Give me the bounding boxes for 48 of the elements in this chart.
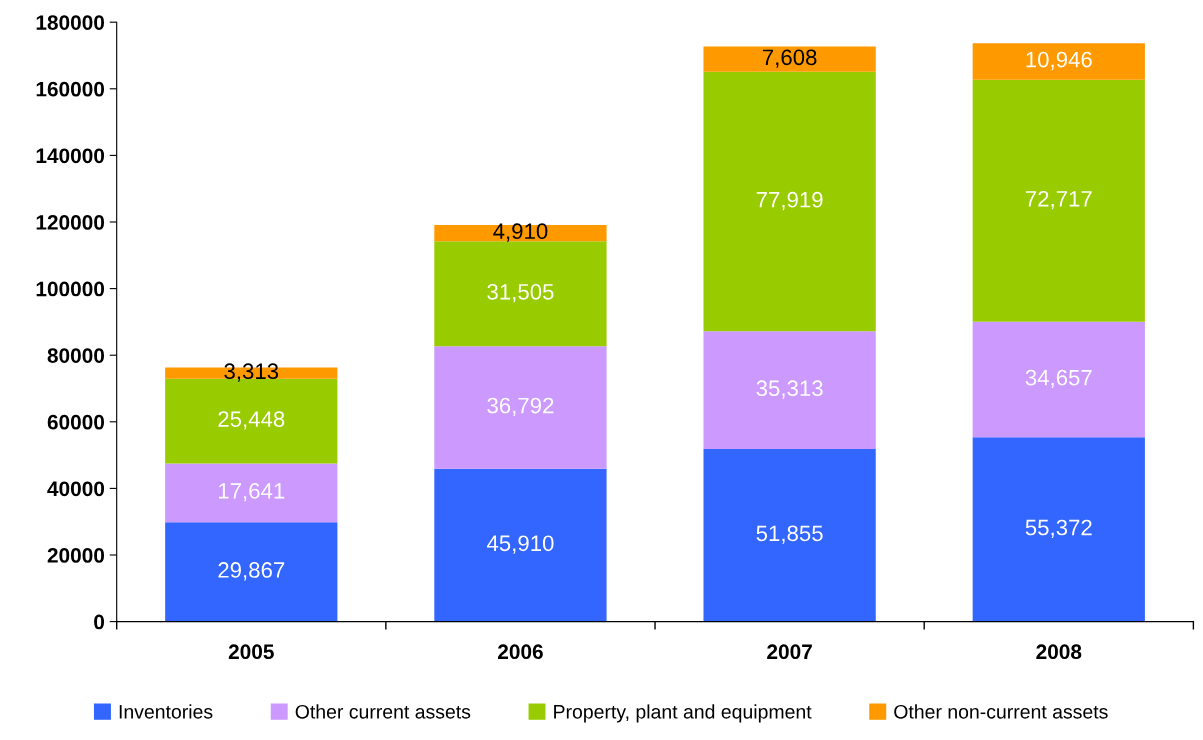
bar — [434, 224, 607, 242]
data-label: 31,505 — [487, 283, 554, 303]
bar — [972, 79, 1145, 322]
x-tick-label: 2005 — [228, 644, 274, 660]
data-label: 7,608 — [762, 49, 817, 68]
bar — [434, 346, 607, 469]
data-label: 51,855 — [756, 525, 823, 544]
data-label: 55,372 — [1025, 519, 1092, 538]
bar — [703, 331, 876, 449]
data-label: 25,448 — [218, 411, 285, 430]
y-tick-label: 180000 — [36, 15, 105, 30]
data-label: 10,946 — [1026, 51, 1092, 71]
data-label: 29,867 — [218, 562, 285, 581]
data-label: 17,641 — [218, 483, 285, 502]
legend-label: Other non-current assets — [894, 704, 1108, 719]
data-label: 72,717 — [1025, 190, 1092, 210]
legend-label: Inventories — [119, 704, 213, 719]
bar — [972, 321, 1145, 438]
y-tick-label: 160000 — [36, 81, 105, 97]
data-label: 45,910 — [486, 535, 554, 554]
bar — [165, 522, 338, 622]
y-tick-label: 60000 — [47, 414, 105, 430]
y-tick-label: 20000 — [47, 548, 105, 563]
data-label: 77,919 — [756, 191, 823, 211]
bar — [434, 241, 607, 347]
x-tick-label: 2006 — [498, 644, 543, 660]
x-tick-label: 2007 — [767, 644, 812, 660]
x-tick-label: 2008 — [1036, 644, 1082, 660]
y-tick-label: 0 — [94, 614, 105, 630]
bar — [703, 71, 876, 332]
bar — [703, 46, 876, 72]
legend-label: Other current assets — [295, 704, 471, 719]
data-label: 36,792 — [487, 397, 554, 417]
y-tick-label: 120000 — [36, 215, 105, 230]
bar — [165, 463, 338, 523]
bar — [703, 448, 876, 622]
y-tick-label: 40000 — [47, 481, 105, 497]
legend-label: Property, plant and equipment — [554, 704, 812, 723]
y-tick-label: 100000 — [36, 281, 105, 297]
bar — [972, 437, 1145, 622]
data-label: 34,657 — [1025, 369, 1092, 389]
bar — [434, 468, 607, 622]
y-tick-label: 140000 — [36, 148, 105, 164]
bar — [972, 43, 1145, 80]
data-label: 3,313 — [224, 363, 279, 382]
data-label: 35,313 — [756, 380, 823, 399]
data-label: 4,910 — [493, 223, 548, 242]
y-tick-label: 80000 — [47, 348, 105, 363]
